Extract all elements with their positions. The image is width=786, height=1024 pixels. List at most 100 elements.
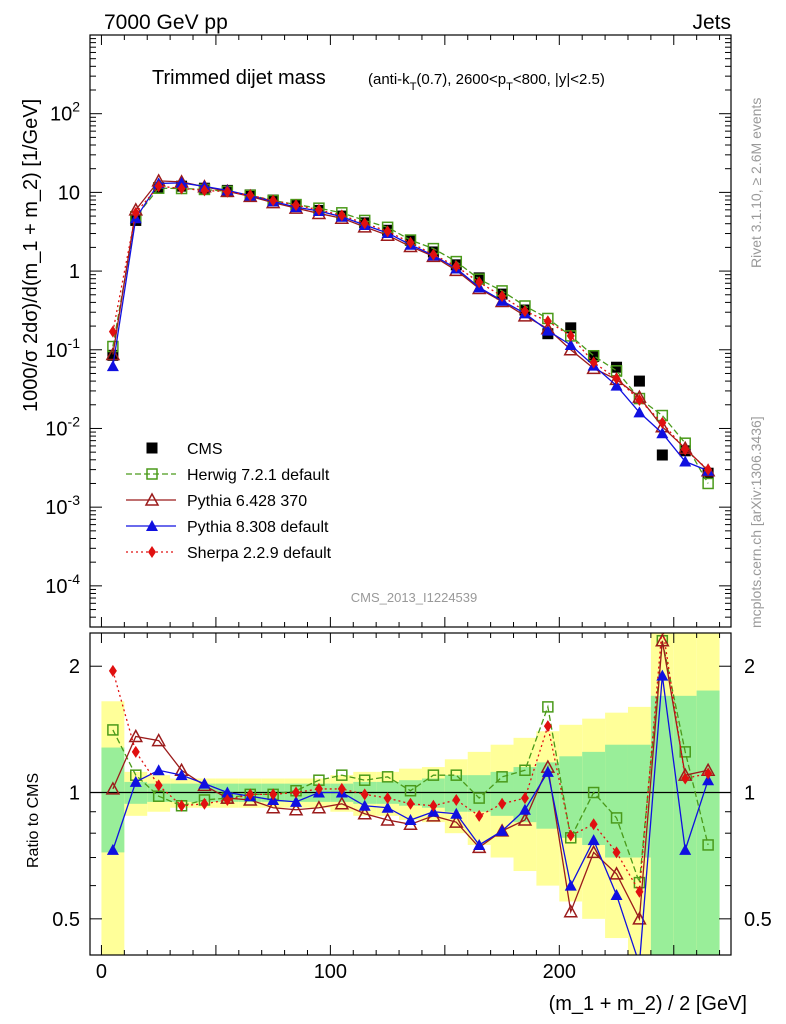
main-panel: 10-4 10-3 10-2 10-1 1 10 102	[45, 34, 732, 628]
ratio-data-point	[358, 774, 371, 786]
uncertainty-band-green	[673, 695, 697, 955]
ratio-data-point	[635, 885, 644, 898]
legend-marker	[146, 520, 158, 531]
legend-label: CMS	[187, 441, 223, 458]
legend-marker	[146, 468, 158, 480]
ratio-data-point	[610, 888, 623, 900]
ratio-data-point	[704, 767, 713, 780]
data-point	[541, 324, 554, 336]
main-y-tick-label: 102	[50, 99, 80, 126]
ratio-data-point	[290, 795, 303, 807]
series-pythia-8-308-default	[106, 176, 715, 476]
main-frame	[89, 34, 732, 628]
data-point	[292, 199, 301, 212]
ratio-data-point	[681, 772, 690, 785]
legend-label: Pythia 6.428 370	[187, 493, 307, 510]
data-point	[520, 305, 529, 318]
data-point	[175, 176, 188, 188]
data-point	[612, 372, 621, 385]
ratio-data-point	[383, 792, 392, 805]
data-point	[177, 182, 186, 195]
mcplots-label: mcplots.cern.ch [arXiv:1306.3436]	[748, 416, 764, 628]
ratio-series-group	[105, 620, 716, 969]
data-point	[702, 477, 714, 490]
ratio-data-point	[128, 728, 144, 743]
data-point	[498, 290, 507, 303]
data-point	[475, 276, 484, 289]
main-y-tick-label: 10	[58, 182, 80, 204]
ratio-data-point	[246, 788, 255, 801]
data-point	[656, 449, 668, 461]
ratio-data-point	[404, 814, 417, 826]
ratio-data-point	[108, 664, 117, 677]
uncertainty-band-green	[101, 747, 125, 853]
series-sherpa-2-2-9-default	[108, 180, 713, 476]
uncertainty-band-green	[627, 744, 651, 858]
ratio-data-point	[200, 797, 209, 810]
ratio-data-point	[154, 779, 163, 792]
uncertainty-band-green	[559, 756, 583, 838]
ratio-data-point	[517, 812, 533, 826]
data-point	[154, 180, 163, 193]
legend-label: Pythia 8.308 default	[187, 519, 329, 536]
ratio-data-point	[586, 844, 601, 859]
ratio-series-line	[112, 640, 709, 883]
data-point	[565, 322, 577, 334]
data-point	[566, 329, 575, 342]
data-point	[269, 194, 278, 207]
data-point	[633, 375, 645, 387]
data-point	[681, 443, 690, 456]
series-pythia-6-428-370	[105, 173, 716, 477]
ratio-data-point	[336, 769, 348, 781]
ratio-y-tick-label: 2	[69, 656, 80, 678]
ratio-data-point	[449, 814, 464, 828]
series-line	[112, 187, 709, 484]
ratio-data-point	[658, 620, 666, 632]
chart-subtitle: (anti-kT(0.7), 2600<pT<800, |y|<2.5)	[368, 71, 605, 93]
ratio-data-point	[269, 788, 278, 801]
data-point	[633, 406, 646, 418]
ratio-data-point	[151, 732, 166, 747]
ratio-data-point	[679, 843, 692, 855]
data-point	[429, 248, 438, 261]
data-point	[610, 379, 623, 391]
ratio-data-point	[564, 879, 577, 891]
x-axis-label: (m_1 + m_2) / 2 [GeV]	[549, 993, 747, 1015]
ratio-panel: 0.5 0.5 1 1 2 2 0 100 200	[52, 620, 772, 983]
ratio-data-point	[518, 803, 531, 815]
ratio-data-point	[473, 792, 485, 804]
legend-marker	[144, 492, 160, 506]
y-axis-label: 1000/σ 2dσ)/d(m_1 + m_2) [1/GeV]	[20, 99, 42, 412]
data-point	[108, 325, 117, 338]
ratio-data-point	[131, 745, 140, 758]
main-y-tick-label: 1	[69, 261, 80, 283]
data-point	[543, 315, 552, 328]
data-point	[658, 416, 667, 429]
ratio-data-point	[198, 777, 211, 789]
data-point	[589, 356, 598, 369]
ratio-data-point	[175, 769, 188, 781]
ratio-data-point	[381, 801, 394, 813]
uncertainty-band-green	[650, 695, 674, 955]
ratio-data-point	[633, 958, 645, 969]
uncertainty-band-green	[444, 775, 468, 812]
ratio-data-point	[542, 701, 554, 713]
ratio-series-line	[112, 633, 709, 894]
ratio-y-tick-label: 2	[744, 656, 755, 678]
x-tick-label: 0	[96, 961, 107, 983]
data-point	[131, 206, 140, 219]
legend-label: Herwig 7.2.1 default	[187, 467, 330, 484]
ratio-data-point	[610, 812, 623, 824]
ratio-data-point	[656, 669, 669, 681]
data-point	[200, 184, 209, 197]
rivet-label: Rivet 3.1.10, ≥ 2.6M events	[748, 98, 764, 268]
ratio-data-point	[498, 797, 507, 810]
ratio-data-point	[655, 633, 670, 647]
data-point	[406, 236, 415, 249]
legend-label: Sherpa 2.2.9 default	[187, 545, 332, 562]
ratio-data-point	[563, 904, 579, 918]
ratio-data-point	[473, 838, 486, 850]
ratio-data-point	[311, 800, 327, 814]
data-point	[314, 203, 323, 216]
ratio-data-point	[404, 784, 417, 797]
